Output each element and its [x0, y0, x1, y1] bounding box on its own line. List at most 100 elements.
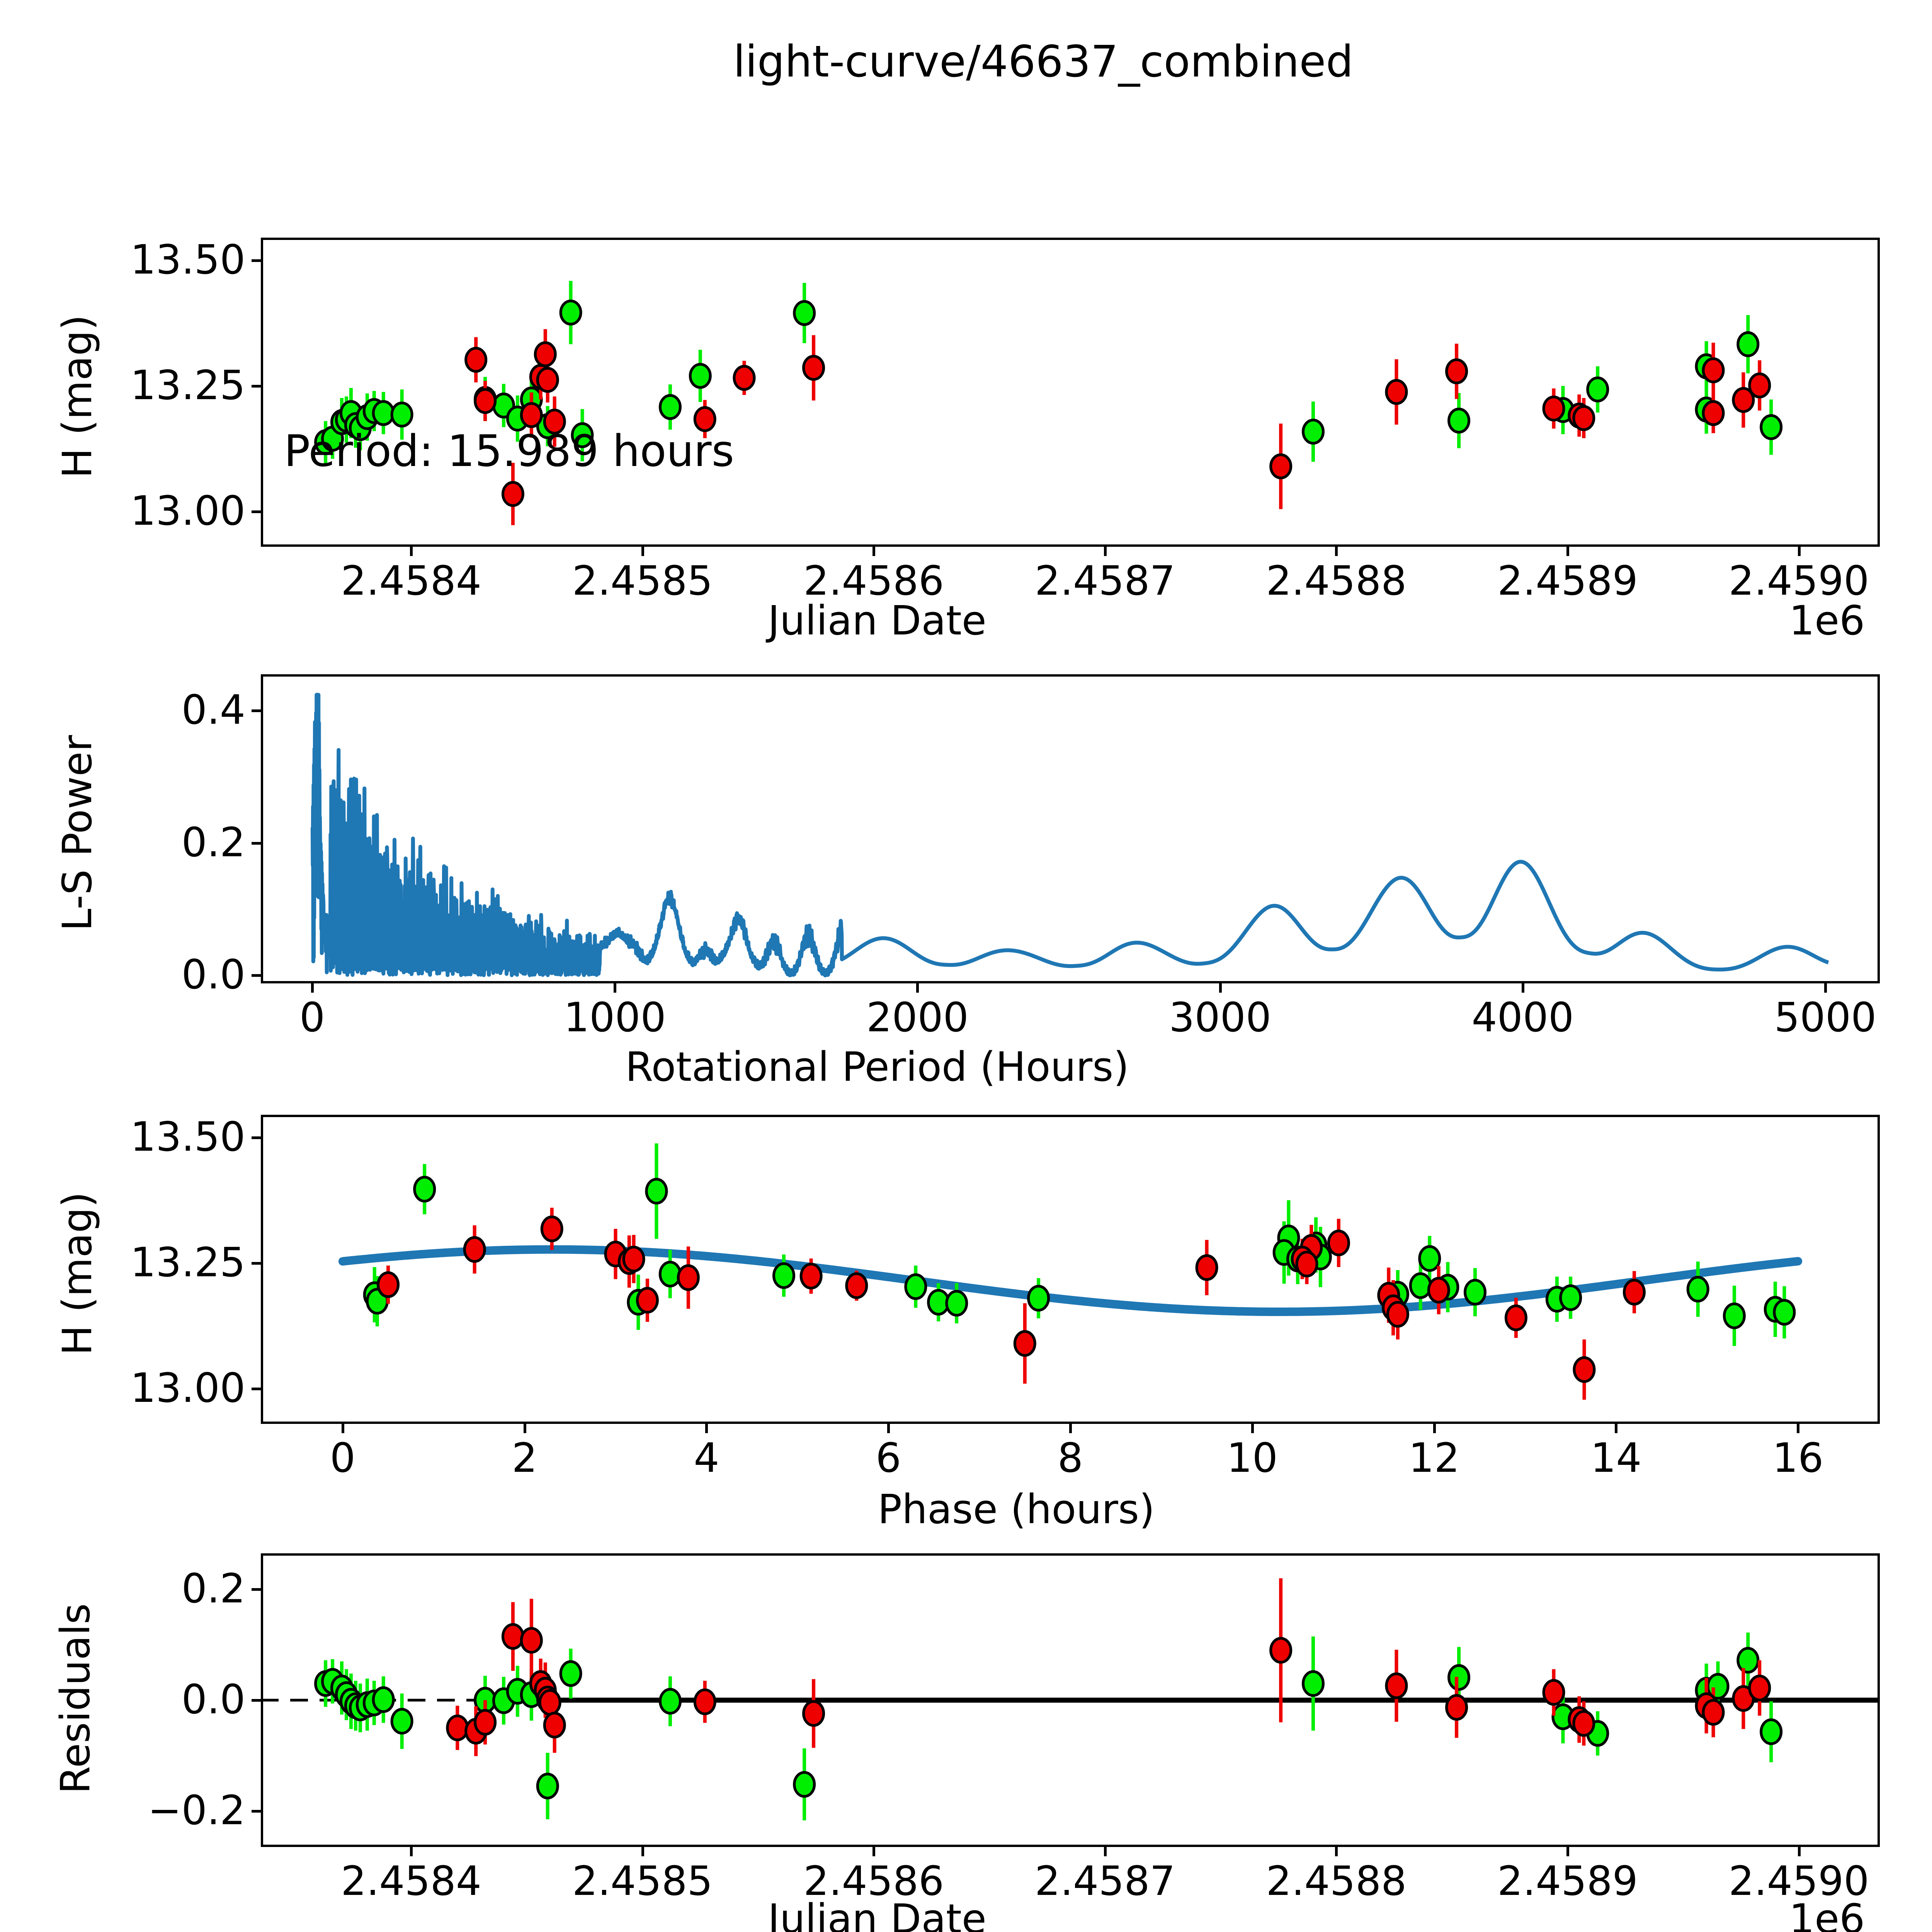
x-tickmark: [311, 983, 314, 993]
xtick-label-lightcurve: 2.4587: [1034, 557, 1175, 604]
x-tickmark: [887, 1424, 890, 1433]
x-tickmark: [1521, 983, 1524, 993]
phase-plot-area: [338, 1143, 1803, 1400]
xoffset-lightcurve: 1e6: [1789, 597, 1865, 644]
x-tickmark: [410, 547, 413, 556]
xtick-label-residuals: 2.4585: [572, 1857, 713, 1905]
x-tickmark: [1069, 1424, 1072, 1433]
residuals-plot-area: [261, 1578, 1880, 1821]
x-tickmark: [916, 983, 919, 993]
x-tickmark: [1335, 1847, 1338, 1856]
x-tickmark: [1251, 1424, 1254, 1433]
x-tickmark: [1615, 1424, 1618, 1433]
x-tickmark: [1335, 547, 1338, 556]
x-tickmark: [1797, 1424, 1800, 1433]
axes-frame-phase: [261, 1115, 1880, 1424]
ytick-label-lightcurve: 13.00: [130, 487, 245, 534]
ytick-label-periodogram: 0.4: [181, 686, 245, 734]
x-tickmark: [1219, 983, 1222, 993]
xtick-label-periodogram: 1000: [563, 994, 666, 1041]
xlabel-residuals: Julian Date: [768, 1895, 986, 1932]
ytick-label-periodogram: 0.0: [181, 951, 245, 998]
y-tickmark: [252, 384, 261, 388]
xtick-label-phase: 0: [330, 1434, 355, 1481]
x-tickmark: [410, 1847, 413, 1856]
x-tickmark: [1824, 983, 1827, 993]
xtick-label-phase: 2: [512, 1434, 537, 1481]
panel-lightcurve: Period: 15.989 hours: [261, 238, 1880, 547]
data-series-green: [314, 1633, 1783, 1821]
y-tickmark: [252, 1699, 261, 1702]
ytick-label-lightcurve: 13.25: [130, 361, 245, 409]
x-tickmark: [1104, 547, 1107, 556]
xtick-label-residuals: 2.4587: [1034, 1857, 1175, 1905]
ytick-label-lightcurve: 13.50: [130, 236, 245, 283]
x-tickmark: [341, 1424, 344, 1433]
xtick-label-residuals: 2.4590: [1728, 1857, 1869, 1905]
xtick-label-periodogram: 0: [299, 994, 325, 1041]
ytick-label-residuals: 0.0: [181, 1676, 245, 1723]
x-tickmark: [1104, 1847, 1107, 1856]
y-tickmark: [252, 1262, 261, 1265]
y-tickmark: [252, 1136, 261, 1139]
xtick-label-phase: 6: [876, 1434, 901, 1481]
xtick-label-phase: 14: [1590, 1434, 1642, 1481]
xtick-label-residuals: 2.4589: [1497, 1857, 1638, 1905]
y-tickmark: [252, 259, 261, 262]
xoffset-residuals: 1e6: [1789, 1895, 1865, 1932]
x-tickmark: [523, 1424, 526, 1433]
x-tickmark: [872, 1847, 876, 1856]
x-tickmark: [614, 983, 617, 993]
y-tickmark: [252, 974, 261, 977]
xtick-label-lightcurve: 2.4586: [803, 557, 944, 604]
xtick-label-phase: 12: [1408, 1434, 1460, 1481]
xtick-label-lightcurve: 2.4588: [1266, 557, 1407, 604]
ytick-label-residuals: −0.2: [148, 1786, 245, 1834]
y-tickmark: [252, 1810, 261, 1813]
data-series-red: [377, 1208, 1646, 1400]
panel-periodogram: [261, 674, 1880, 983]
data-series-red: [446, 1578, 1771, 1756]
xtick-label-phase: 10: [1226, 1434, 1278, 1481]
xtick-label-residuals: 2.4584: [341, 1857, 482, 1905]
data-series-red: [464, 329, 1771, 526]
xtick-label-residuals: 2.4588: [1266, 1857, 1407, 1905]
xtick-label-phase: 4: [694, 1434, 719, 1481]
panel-residuals: [261, 1553, 1880, 1847]
xtick-label-periodogram: 4000: [1471, 994, 1574, 1041]
xtick-label-phase: 8: [1057, 1434, 1083, 1481]
xtick-label-lightcurve: 2.4590: [1728, 557, 1869, 604]
y-tickmark: [252, 842, 261, 845]
xtick-label-periodogram: 5000: [1774, 994, 1877, 1041]
data-series-green: [363, 1143, 1796, 1346]
y-tickmark: [252, 709, 261, 713]
x-tickmark: [1433, 1424, 1436, 1433]
xtick-label-residuals: 2.4586: [803, 1857, 944, 1905]
x-tickmark: [1798, 1847, 1801, 1856]
ytick-label-residuals: 0.2: [181, 1565, 245, 1612]
x-tickmark: [1566, 547, 1569, 556]
xtick-label-periodogram: 2000: [866, 994, 969, 1041]
periodogram-plot-area: [310, 693, 1830, 978]
xlabel-periodogram: Rotational Period (Hours): [625, 1043, 1129, 1090]
xtick-label-phase: 16: [1772, 1434, 1824, 1481]
y-tickmark: [252, 510, 261, 513]
lightcurve-plot-area: [314, 281, 1783, 526]
xtick-label-periodogram: 3000: [1169, 994, 1271, 1041]
ytick-label-periodogram: 0.2: [181, 818, 245, 866]
x-tickmark: [641, 547, 644, 556]
xtick-label-lightcurve: 2.4584: [341, 557, 482, 604]
x-tickmark: [641, 1847, 644, 1856]
x-tickmark: [1798, 547, 1801, 556]
ytick-label-phase: 13.50: [130, 1113, 245, 1160]
figure-title: light-curve/46637_combined: [733, 37, 1354, 87]
y-tickmark: [252, 1588, 261, 1591]
x-tickmark: [1566, 1847, 1569, 1856]
ytick-label-phase: 13.00: [130, 1364, 245, 1412]
xlabel-lightcurve: Julian Date: [768, 597, 986, 644]
xlabel-phase: Phase (hours): [878, 1486, 1155, 1533]
x-tickmark: [872, 547, 876, 556]
period-annotation: Period: 15.989 hours: [284, 426, 734, 476]
xtick-label-lightcurve: 2.4589: [1497, 557, 1638, 604]
